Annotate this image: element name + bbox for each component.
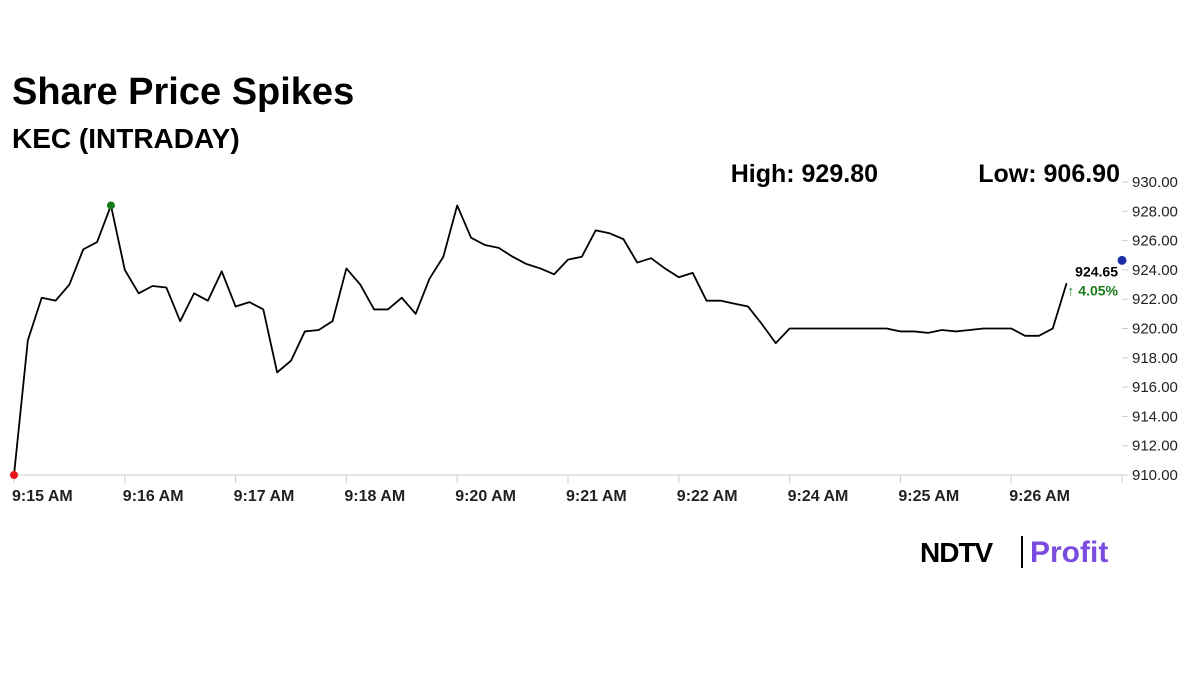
- logo-ndtv: NDTV: [920, 537, 994, 568]
- y-tick-label: 910.00: [1132, 467, 1178, 484]
- high-label: High: 929.80: [731, 160, 878, 188]
- logo: NDTV Profit: [920, 536, 1108, 569]
- price-line: [13, 204, 1068, 476]
- low-marker: [10, 471, 18, 479]
- x-tick-label: 9:22 AM: [677, 488, 738, 505]
- x-tick-label: 9:25 AM: [898, 488, 959, 505]
- y-tick-label: 916.00: [1132, 379, 1178, 396]
- y-tick-label: 924.00: [1132, 262, 1178, 279]
- chart-subtitle: KEC (INTRADAY): [12, 123, 240, 154]
- x-tick-label: 9:18 AM: [344, 488, 405, 505]
- x-tick-label: 9:16 AM: [123, 488, 184, 505]
- y-tick-label: 922.00: [1132, 291, 1178, 308]
- x-tick-label: 9:15 AM: [12, 488, 73, 505]
- y-tick-label: 912.00: [1132, 438, 1178, 455]
- y-tick-label: 930.00: [1132, 174, 1178, 191]
- current-price: 924.65: [1075, 263, 1118, 279]
- logo-profit: Profit: [1030, 536, 1108, 569]
- x-tick-label: 9:20 AM: [455, 488, 516, 505]
- x-tick-label: 9:24 AM: [788, 488, 849, 505]
- current-change: ↑ 4.05%: [1067, 282, 1118, 298]
- current-marker: [1117, 255, 1127, 265]
- low-label: Low: 906.90: [978, 160, 1120, 188]
- y-tick-label: 918.00: [1132, 350, 1178, 367]
- y-tick-label: 926.00: [1132, 233, 1178, 250]
- x-tick-label: 9:26 AM: [1009, 488, 1070, 505]
- y-tick-label: 914.00: [1132, 408, 1178, 425]
- x-tick-label: 9:17 AM: [234, 488, 295, 505]
- high-marker: [106, 201, 115, 210]
- y-tick-label: 920.00: [1132, 321, 1178, 338]
- y-tick-label: 928.00: [1132, 203, 1178, 220]
- chart-title: Share Price Spikes: [12, 71, 354, 113]
- x-tick-label: 9:21 AM: [566, 488, 627, 505]
